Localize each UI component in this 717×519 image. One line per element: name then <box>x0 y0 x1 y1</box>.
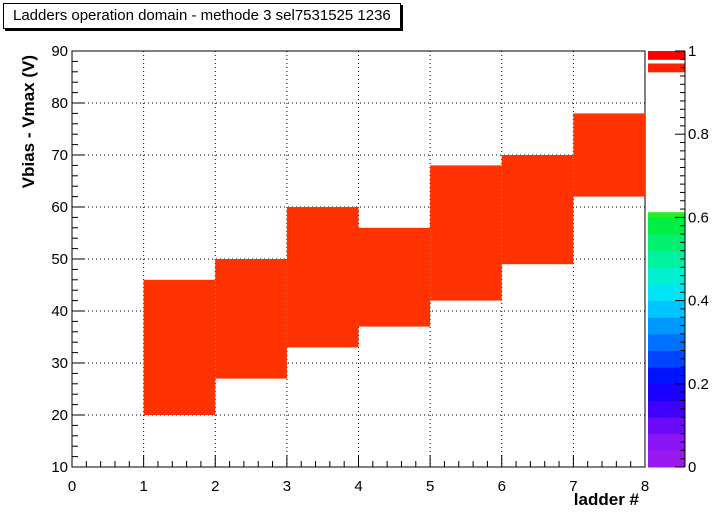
y-tick-label: 70 <box>51 147 68 164</box>
y-tick-label: 10 <box>51 459 68 476</box>
color-scale-band <box>648 333 685 352</box>
color-scale-band <box>648 283 685 302</box>
heatmap-cell <box>573 113 645 197</box>
x-tick-label: 0 <box>68 478 76 495</box>
color-scale-band <box>648 433 685 451</box>
heatmap-cells <box>143 113 645 415</box>
x-tick-label: 3 <box>283 478 291 495</box>
y-tick-label: 90 <box>51 43 68 60</box>
y-tick-label: 30 <box>51 355 68 372</box>
x-tick-label: 6 <box>498 478 506 495</box>
y-tick-label: 80 <box>51 95 68 112</box>
color-scale-band <box>648 450 685 468</box>
color-scale-label: 0.4 <box>688 293 709 310</box>
chart-title: Ladders operation domain - methode 3 sel… <box>3 3 401 29</box>
heatmap-cell <box>143 279 216 415</box>
color-scale-label: 0 <box>688 459 696 476</box>
color-scale-band <box>648 217 685 235</box>
y-tick-label: 20 <box>51 407 68 424</box>
x-tick-label: 8 <box>641 478 649 495</box>
color-scale-band <box>648 350 685 368</box>
color-scale-band <box>648 212 685 218</box>
heatmap-cell <box>430 165 502 301</box>
x-tick-label: 1 <box>139 478 147 495</box>
x-tick-label: 7 <box>569 478 577 495</box>
y-tick-label: 50 <box>51 251 68 268</box>
heatmap-cell <box>358 227 431 327</box>
color-scale-band <box>648 267 685 285</box>
heatmap-cell <box>501 155 574 265</box>
color-scale-band <box>648 400 685 418</box>
x-tick-label: 4 <box>354 478 362 495</box>
y-tick-label: 40 <box>51 303 68 320</box>
color-scale-band <box>648 367 685 385</box>
color-scale-band <box>648 417 685 435</box>
color-scale-label: 1 <box>688 43 696 60</box>
color-scale-label: 0.6 <box>688 209 709 226</box>
color-scale-band <box>648 383 685 401</box>
x-tick-label: 2 <box>211 478 219 495</box>
x-axis: 0 1 2 3 4 5 6 7 8 <box>68 455 649 495</box>
y-tick-label: 60 <box>51 199 68 216</box>
color-scale-band <box>648 317 685 335</box>
color-scale-band <box>648 250 685 268</box>
x-axis-title: ladder # <box>574 490 640 509</box>
color-scale-band <box>648 51 685 60</box>
x-tick-label: 5 <box>426 478 434 495</box>
color-scale-band <box>648 63 685 73</box>
color-scale-band <box>648 234 685 252</box>
y-axis-title: Vbias - Vmax (V) <box>19 55 38 188</box>
color-scale-band <box>648 300 685 318</box>
color-scale-label: 0.8 <box>688 126 709 143</box>
heatmap-cell <box>286 207 359 348</box>
y-axis: 10 20 30 40 50 60 70 80 90 <box>51 43 84 476</box>
heatmap-cell <box>215 259 287 379</box>
color-scale-label: 0.2 <box>688 376 709 393</box>
color-scale: 0 0.2 0.4 0.6 0.8 1 <box>648 43 709 476</box>
